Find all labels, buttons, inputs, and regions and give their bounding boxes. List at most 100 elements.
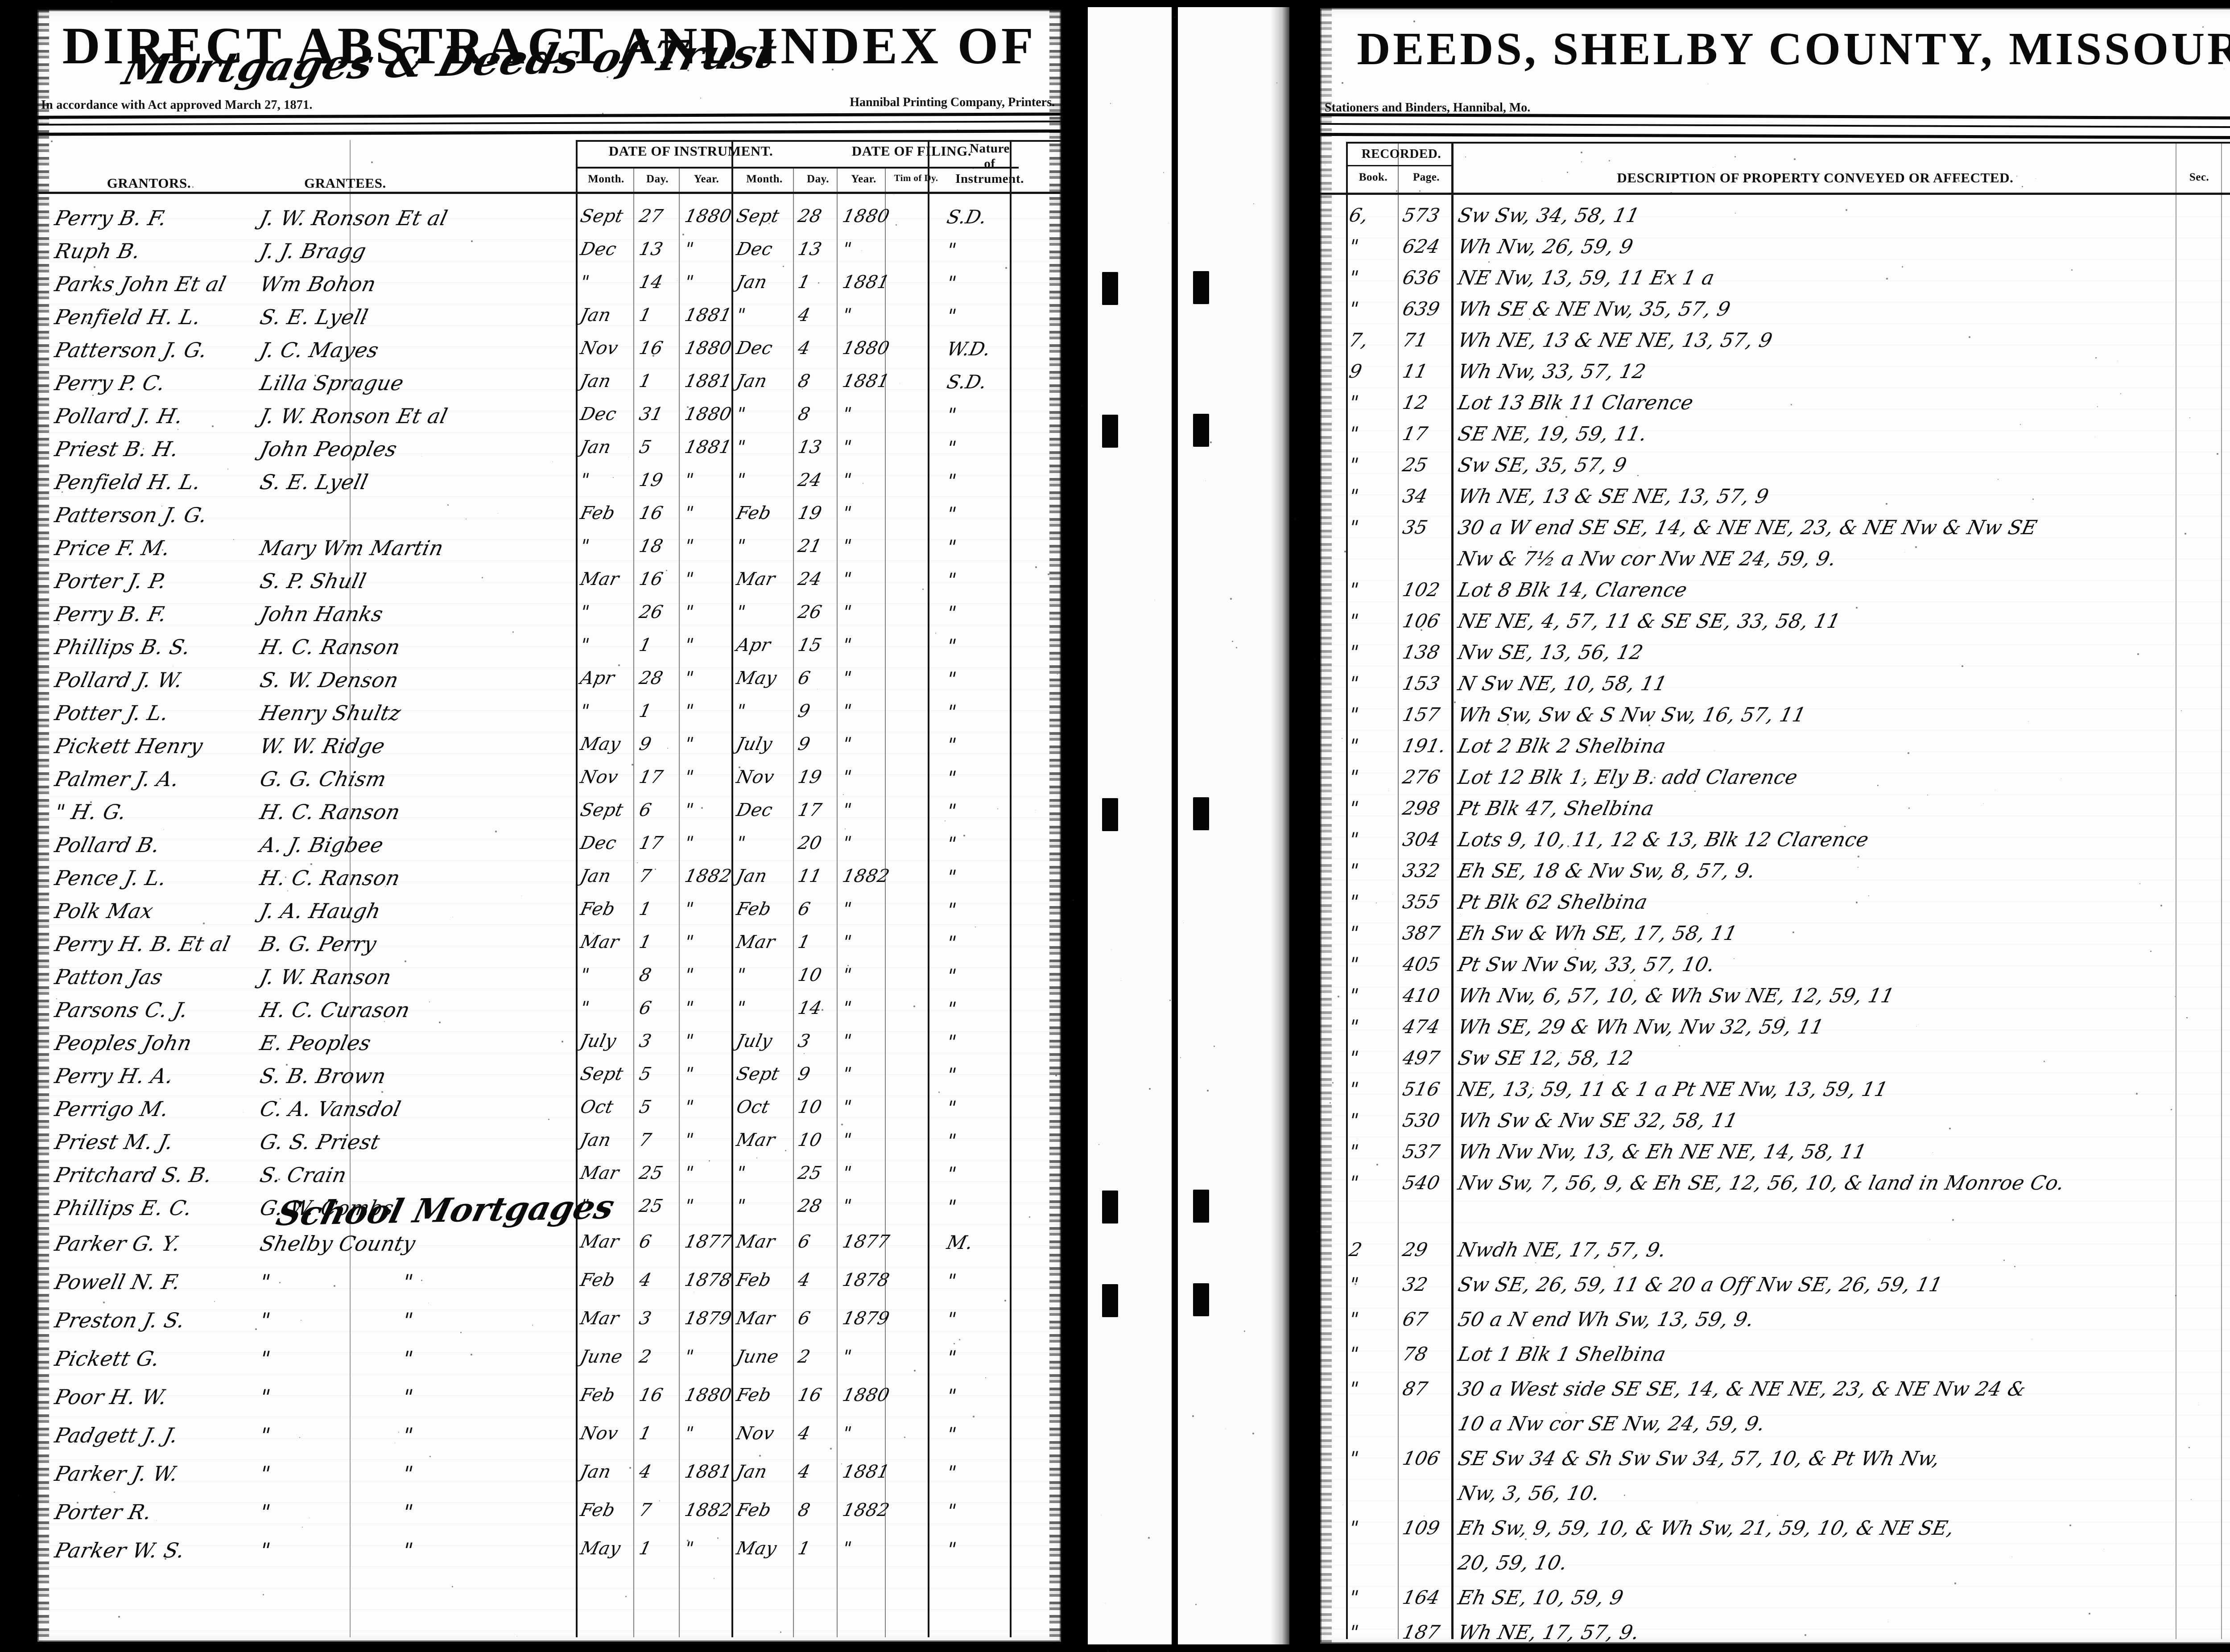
scan-speck [1844,826,1846,827]
description-cell: 10 a Nw cor SE Nw, 24, 59, 9. [1456,1413,1767,1435]
grantor-cell: Palmer J. A. [52,767,182,791]
scan-speck [2181,710,2182,711]
scan-speck [1057,674,1058,675]
filing-year-cell: " [840,437,854,457]
book-cell: " [1347,766,1361,788]
book-cell: " [1347,485,1361,507]
instrument-day-cell: 1 [637,899,654,919]
nature-cell: " [945,272,959,294]
scan-speck [143,448,144,449]
grantee-cell: " [257,1385,273,1409]
scan-speck [845,828,846,829]
page-cell: 516 [1400,1078,1442,1100]
page-cell: 636 [1400,267,1442,288]
instrument-month-cell: Feb [578,1500,617,1520]
grantor-cell: Perry B. F. [52,206,169,230]
scan-speck [92,395,94,396]
filing-month-cell: Dec [734,800,775,820]
scan-speck [945,820,946,821]
col-header-time-of-day: Tim of Dy. [894,173,938,183]
filing-month-cell: Dec [734,239,775,260]
scan-speck [802,388,803,389]
scan-speck [1344,551,1346,552]
instrument-day-cell: 18 [637,536,665,556]
scan-speck [896,224,897,226]
scan-speck [804,1053,805,1054]
filing-day-cell: 9 [796,1064,813,1084]
scan-speck [214,1301,215,1302]
filing-year-cell: " [840,536,854,556]
scan-speck [364,318,366,320]
scan-speck [310,863,312,865]
scan-speck [973,1416,975,1417]
scan-speck [94,266,95,268]
scan-speck [77,1502,78,1504]
binding-tab [1102,1284,1118,1317]
scan-speck [2139,883,2140,884]
scan-speck [1214,1046,1215,1047]
scan-speck [593,933,594,934]
filing-year-cell: " [840,668,854,688]
scan-speck [1856,607,1858,609]
grantee-ditto-cell: " [400,1347,416,1371]
scan-speck [613,477,614,478]
binding-gutter [1061,0,1320,1652]
instrument-month-cell: " [578,701,592,721]
book-cell: 7, [1347,329,1371,351]
scan-speck [935,633,936,634]
scan-speck [717,1537,719,1539]
scan-speck [1098,1144,1099,1145]
book-cell: " [1347,641,1361,663]
filing-year-cell: " [840,1347,854,1367]
scan-speck [652,355,654,357]
page-cell: 410 [1400,985,1442,1006]
masthead-rule-2 [1320,123,2230,129]
scan-speck [632,764,633,766]
instrument-day-cell: 1 [637,701,654,721]
filing-year-cell: " [840,998,854,1018]
grantor-cell: Penfield H. L. [52,305,203,329]
scan-speck [838,32,839,33]
scan-speck [1507,724,1509,725]
scan-speck [1210,441,1212,443]
filing-day-cell: 10 [796,1097,824,1117]
scan-speck [1575,948,1576,950]
page-cell: 25 [1400,454,1430,476]
book-cell: " [1347,516,1361,538]
scan-speck [1954,1582,1956,1584]
scan-speck [901,7,902,8]
nature-cell: S.D. [945,371,989,393]
scan-speck [113,295,114,296]
description-cell: NE NE, 4, 57, 11 & SE SE, 33, 58, 11 [1456,610,1843,633]
scan-speck [1174,17,1175,18]
scan-speck [56,998,57,999]
instrument-year-cell: " [682,1130,696,1150]
instrument-day-cell: 17 [637,833,665,853]
book-cell: " [1347,1078,1361,1100]
instrument-day-cell: 9 [637,734,654,754]
nature-cell: " [945,503,959,525]
description-cell: Eh SE, 10, 59, 9 [1456,1586,1626,1609]
scan-speck [822,1009,823,1011]
nature-cell: " [945,536,959,558]
nature-cell: " [945,569,959,591]
grantor-cell: Porter J. P. [52,569,169,593]
scan-speck [973,168,974,169]
filing-year-cell: " [840,899,854,919]
grantee-cell: John Hanks [257,602,386,626]
scan-speck [1694,791,1696,792]
instrument-year-cell: 1882 [682,1500,734,1520]
ledger-ruling [37,197,1061,1642]
grantor-cell: Padgett J. J. [52,1423,181,1447]
scan-speck [1355,1283,1356,1285]
filing-year-cell: " [840,965,854,985]
grantee-cell: " [257,1308,273,1332]
instrument-month-cell: Jan [578,866,613,886]
grantor-cell: Patterson J. G. [52,338,210,362]
instrument-month-cell: Jan [578,437,613,457]
nature-cell: " [945,734,959,756]
instrument-year-cell: " [682,899,696,919]
description-cell: Lot 8 Blk 14, Clarence [1456,579,1689,601]
scan-speck [562,1041,563,1042]
scan-speck [830,1448,832,1450]
